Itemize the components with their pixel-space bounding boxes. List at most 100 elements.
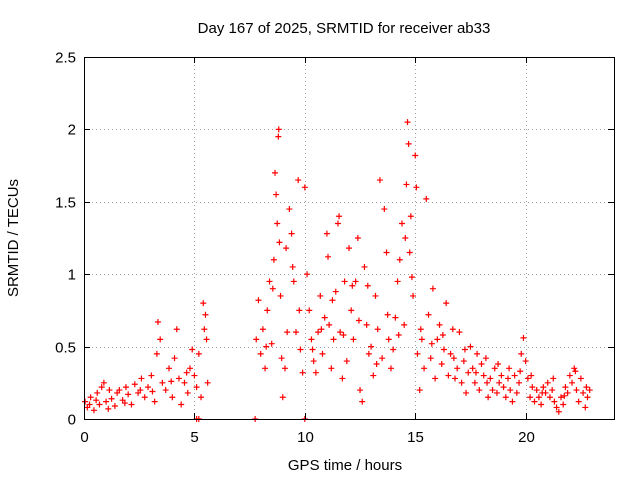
data-point — [410, 292, 417, 299]
data-point — [546, 394, 553, 401]
data-point — [343, 358, 350, 365]
data-point — [436, 321, 443, 328]
data-point — [478, 360, 485, 367]
data-point — [359, 398, 366, 405]
data-point — [577, 375, 584, 382]
data-point — [274, 220, 281, 227]
data-point — [558, 394, 564, 401]
data-point — [471, 379, 478, 386]
data-point — [290, 278, 297, 285]
data-point — [506, 365, 513, 372]
data-point — [111, 402, 118, 409]
data-point — [527, 394, 534, 401]
data-point — [137, 387, 144, 394]
data-point — [264, 307, 271, 314]
data-point — [502, 394, 509, 401]
data-point — [323, 230, 330, 237]
data-point — [189, 346, 196, 353]
data-point — [90, 407, 97, 414]
data-point — [193, 384, 200, 391]
data-point — [427, 355, 434, 362]
data-point — [562, 384, 569, 391]
data-point — [560, 401, 567, 408]
data-point — [368, 343, 375, 350]
data-point — [171, 355, 178, 362]
data-point — [404, 119, 411, 126]
data-point — [268, 340, 275, 347]
data-point — [580, 389, 587, 396]
data-point — [106, 387, 113, 394]
data-point — [417, 326, 424, 333]
y-axis-label: SRMTID / TECUs — [5, 179, 22, 297]
data-point — [310, 358, 317, 365]
data-point — [460, 358, 467, 365]
data-point — [317, 292, 324, 299]
data-point — [340, 332, 347, 339]
data-point — [328, 365, 335, 372]
data-point — [105, 405, 112, 412]
data-point — [149, 388, 156, 395]
data-point — [518, 350, 525, 357]
data-point — [395, 332, 402, 339]
data-point — [586, 387, 593, 394]
data-point — [315, 329, 322, 336]
data-point — [438, 360, 445, 367]
data-point — [449, 326, 456, 333]
data-point — [295, 177, 302, 184]
data-point — [529, 384, 536, 391]
data-points — [82, 119, 593, 422]
data-point — [381, 206, 388, 213]
data-point — [390, 346, 397, 353]
data-point — [318, 326, 325, 333]
data-point — [572, 368, 579, 375]
data-point — [253, 336, 260, 343]
data-point — [96, 401, 103, 408]
data-point — [520, 334, 527, 341]
data-point — [122, 384, 129, 391]
data-point — [348, 307, 355, 314]
data-point — [450, 355, 457, 362]
data-point — [463, 389, 470, 396]
data-point — [533, 387, 540, 394]
data-point — [354, 235, 361, 241]
data-point — [195, 350, 202, 357]
data-point — [551, 398, 558, 405]
data-point — [500, 384, 507, 391]
data-point — [374, 326, 381, 333]
data-point — [308, 336, 315, 343]
data-point — [319, 350, 326, 357]
data-point — [434, 336, 441, 343]
data-point — [279, 394, 286, 401]
x-tick-label: 15 — [407, 429, 424, 446]
data-point — [550, 375, 557, 382]
data-point — [538, 401, 545, 408]
data-point — [429, 285, 436, 292]
data-point — [325, 253, 332, 260]
data-point — [337, 329, 344, 336]
data-point — [166, 365, 173, 372]
data-point — [157, 336, 164, 343]
y-tick-label: 1 — [68, 267, 76, 284]
x-tick-label: 5 — [190, 429, 198, 446]
data-point — [329, 297, 336, 304]
data-point — [145, 384, 152, 391]
data-point — [465, 369, 472, 376]
data-point — [262, 365, 269, 372]
data-point — [535, 394, 542, 401]
data-point — [564, 389, 571, 396]
data-point — [566, 372, 573, 379]
data-point — [440, 346, 447, 353]
data-point — [383, 249, 390, 256]
data-point — [539, 389, 546, 396]
data-point — [387, 365, 394, 372]
data-point — [524, 375, 531, 382]
data-point — [447, 350, 454, 357]
data-point — [198, 394, 205, 401]
data-point — [334, 220, 341, 227]
data-point — [571, 365, 578, 372]
data-point — [278, 355, 285, 362]
data-point — [275, 133, 282, 140]
data-point — [277, 292, 284, 299]
data-point — [301, 184, 308, 191]
data-point — [326, 321, 333, 328]
